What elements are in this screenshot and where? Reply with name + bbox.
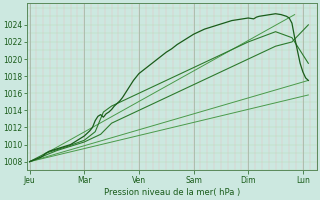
X-axis label: Pression niveau de la mer( hPa ): Pression niveau de la mer( hPa )	[104, 188, 240, 197]
